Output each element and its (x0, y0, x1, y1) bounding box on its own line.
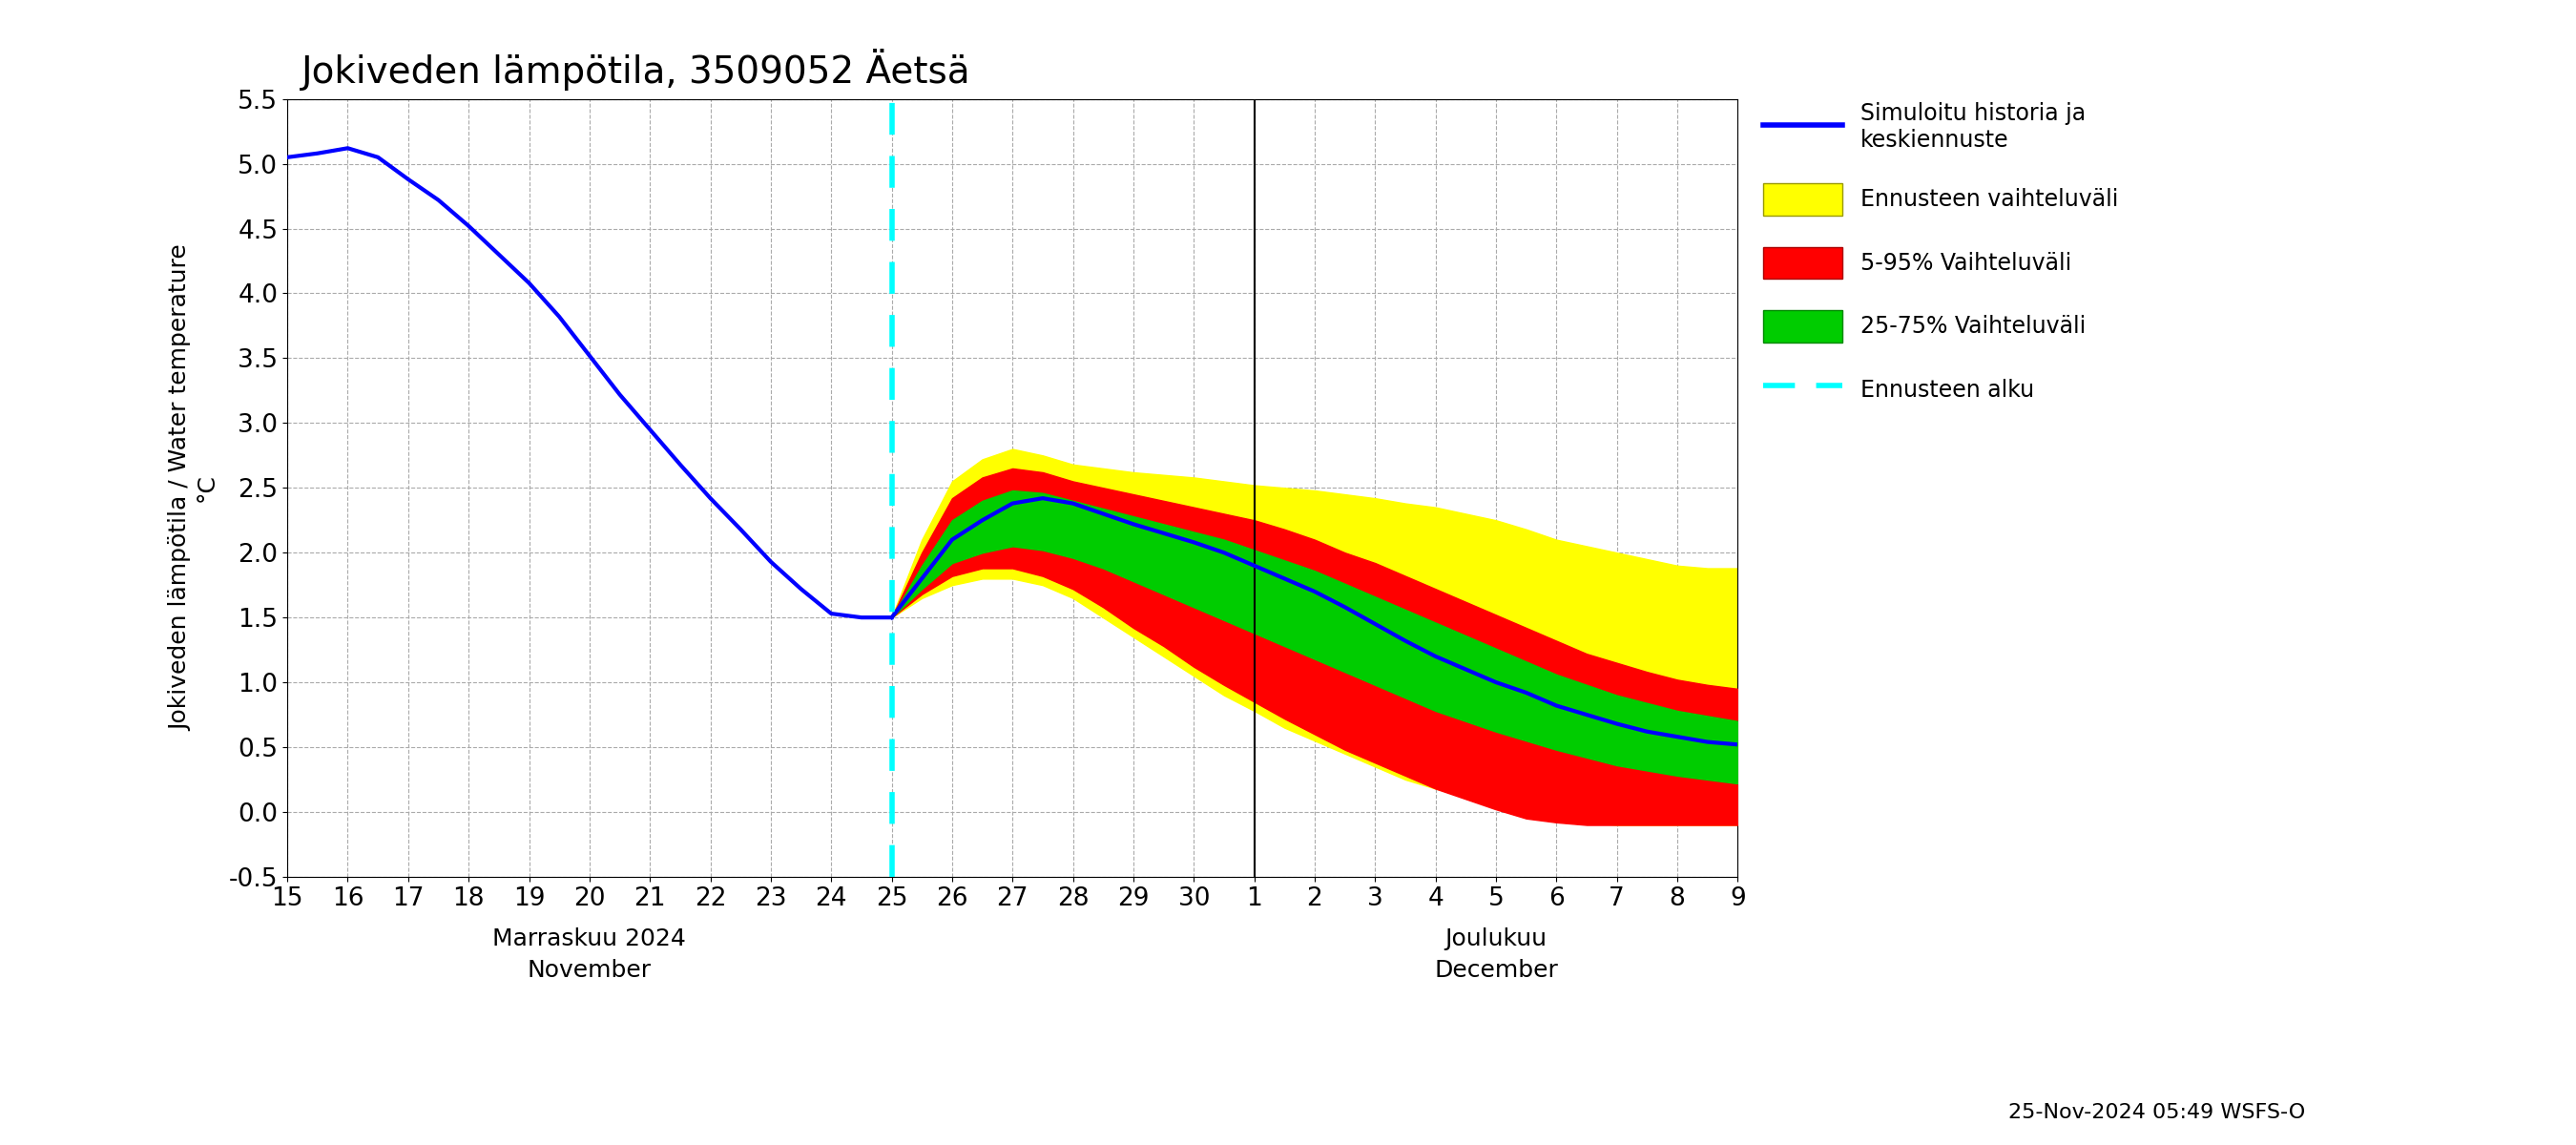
Text: December: December (1435, 960, 1558, 982)
Y-axis label: Jokiveden lämpötila / Water temperature
°C: Jokiveden lämpötila / Water temperature … (170, 245, 219, 731)
Text: November: November (528, 960, 652, 982)
Text: Marraskuu 2024: Marraskuu 2024 (492, 927, 685, 950)
Text: 25-Nov-2024 05:49 WSFS-O: 25-Nov-2024 05:49 WSFS-O (2009, 1103, 2306, 1122)
Text: Joulukuu: Joulukuu (1445, 927, 1548, 950)
Legend: Simuloitu historia ja
keskiennuste, Ennusteen vaihteluväli, 5-95% Vaihteluväli, : Simuloitu historia ja keskiennuste, Ennu… (1765, 102, 2117, 405)
Text: Jokiveden lämpötila, 3509052 Äetsä: Jokiveden lämpötila, 3509052 Äetsä (301, 48, 971, 90)
